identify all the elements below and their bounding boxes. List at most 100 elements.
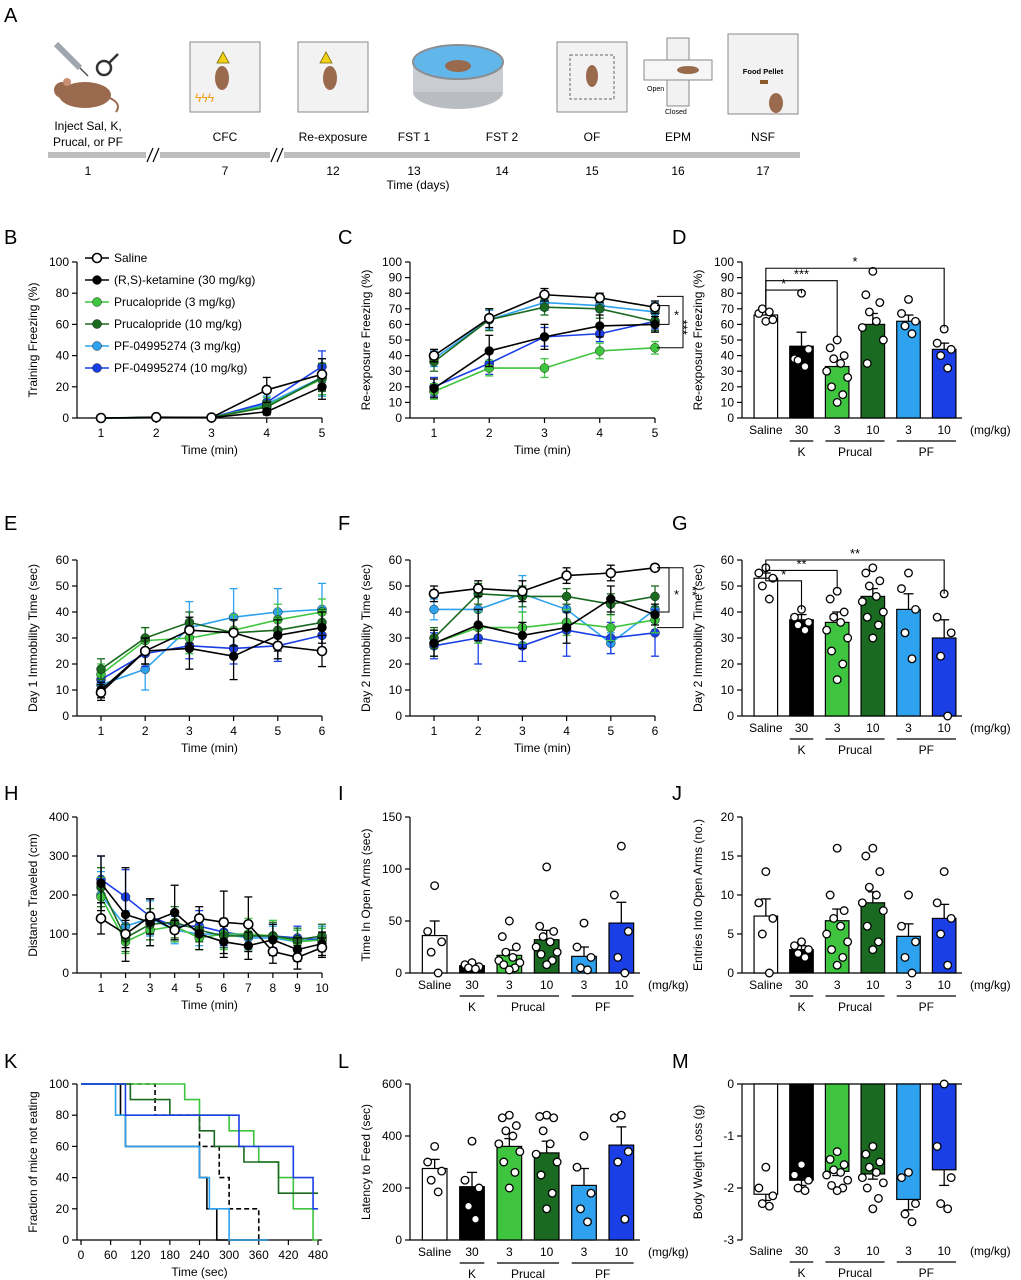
fst-mouse: [445, 60, 471, 72]
y-tick-label: 80: [721, 286, 735, 300]
legend-marker: [92, 297, 102, 307]
day-label-13: 13: [407, 164, 421, 178]
data-point: [467, 1136, 477, 1146]
data-point: [595, 321, 605, 331]
data-point: [861, 1149, 871, 1159]
data-point: [904, 568, 913, 578]
data-point: [843, 372, 853, 382]
panel-label: F: [338, 513, 350, 535]
data-point: [911, 316, 920, 326]
data-point: [511, 1121, 521, 1131]
dose-label: 10: [866, 721, 880, 735]
data-point: [936, 929, 946, 939]
data-point: [946, 344, 956, 354]
series-saline: [428, 562, 661, 603]
data-point: [878, 335, 888, 345]
event-label-reexposure: Re-exposure: [299, 130, 368, 144]
data-point: [757, 581, 767, 591]
data-point: [932, 338, 942, 348]
data-point: [536, 1170, 546, 1180]
data-point: [836, 921, 846, 931]
timeline-break-1: [146, 147, 160, 163]
bar-group-saline: [421, 1141, 448, 1241]
data-point: [483, 312, 495, 324]
data-point: [515, 958, 525, 968]
significance-star: *: [852, 254, 857, 269]
data-point: [829, 612, 839, 622]
data-point: [868, 633, 878, 643]
data-point: [504, 916, 514, 926]
data-point: [825, 594, 835, 604]
bar: [931, 1083, 957, 1171]
data-point: [827, 646, 837, 656]
data-point: [586, 1188, 596, 1198]
data-point: [793, 620, 803, 630]
data-point: [539, 302, 550, 312]
survival-curve-pf10: [81, 1083, 318, 1210]
y-tick-label: 100: [49, 255, 69, 269]
data-point: [595, 304, 605, 314]
data-point: [508, 952, 518, 962]
data-point: [946, 1173, 956, 1183]
y-tick-label: 20: [56, 657, 70, 671]
data-point: [800, 625, 810, 635]
day-label-14: 14: [495, 164, 509, 178]
significance-star: ***: [676, 320, 691, 335]
y-tick-label: 80: [389, 286, 403, 300]
dose-label: 10: [615, 1245, 629, 1259]
data-point: [911, 1199, 920, 1209]
data-point: [939, 867, 949, 877]
significance-star: **: [796, 556, 806, 571]
data-point: [904, 890, 913, 900]
cfc-illustration: ϟϟϟ: [189, 41, 261, 113]
data-point: [764, 594, 774, 604]
series-prucal3: [429, 340, 660, 400]
data-point: [761, 1162, 771, 1172]
bar-group-pf10: [931, 1079, 957, 1214]
series-ketamine: [96, 855, 327, 962]
inject-label-2: Prucal, or PF: [53, 135, 123, 149]
data-point: [827, 945, 837, 955]
x-tick-label: 6: [319, 724, 326, 738]
data-point: [484, 346, 494, 356]
x-tick-label: 4: [171, 981, 178, 995]
data-point: [900, 321, 910, 331]
bar-group-pf3: [896, 294, 921, 419]
data-point: [871, 591, 881, 601]
data-point: [169, 907, 180, 918]
y-tick-label: 30: [389, 631, 403, 645]
y-tick-label: 0: [62, 966, 69, 980]
group-label-prucal: Prucal: [838, 1266, 872, 1280]
data-point: [561, 622, 572, 633]
data-point: [832, 1147, 842, 1157]
x-tick-label: 5: [196, 981, 203, 995]
series-ketamine: [429, 314, 660, 399]
data-point: [437, 1166, 447, 1176]
y-tick-label: 40: [389, 605, 403, 619]
series-line: [434, 592, 656, 645]
bar: [789, 619, 814, 717]
data-point: [616, 841, 626, 851]
data-point: [936, 1199, 946, 1209]
y-tick-label: 20: [721, 380, 735, 394]
y-tick-label: 0: [727, 1077, 734, 1091]
dose-label: 10: [540, 978, 554, 992]
y-axis-label: Day 2 Immobility Time (sec): [359, 564, 373, 712]
data-point: [428, 350, 440, 361]
bar: [931, 348, 957, 419]
x-tick-label: 420: [278, 1248, 298, 1262]
y-tick-label: 60: [56, 1139, 70, 1153]
data-point: [871, 890, 881, 900]
panel-label: E: [4, 513, 17, 535]
data-point: [501, 947, 511, 957]
y-tick-label: 30: [721, 364, 735, 378]
y-tick-label: 40: [721, 349, 735, 363]
data-point: [426, 1175, 436, 1185]
bar-group-saline: [421, 881, 448, 978]
x-tick-label: 0: [78, 1248, 85, 1262]
legend-marker: [92, 341, 102, 351]
data-point: [943, 1204, 953, 1214]
data-point: [460, 1175, 470, 1185]
data-point: [768, 573, 778, 583]
survival-curve-ketamine: [81, 1083, 269, 1241]
